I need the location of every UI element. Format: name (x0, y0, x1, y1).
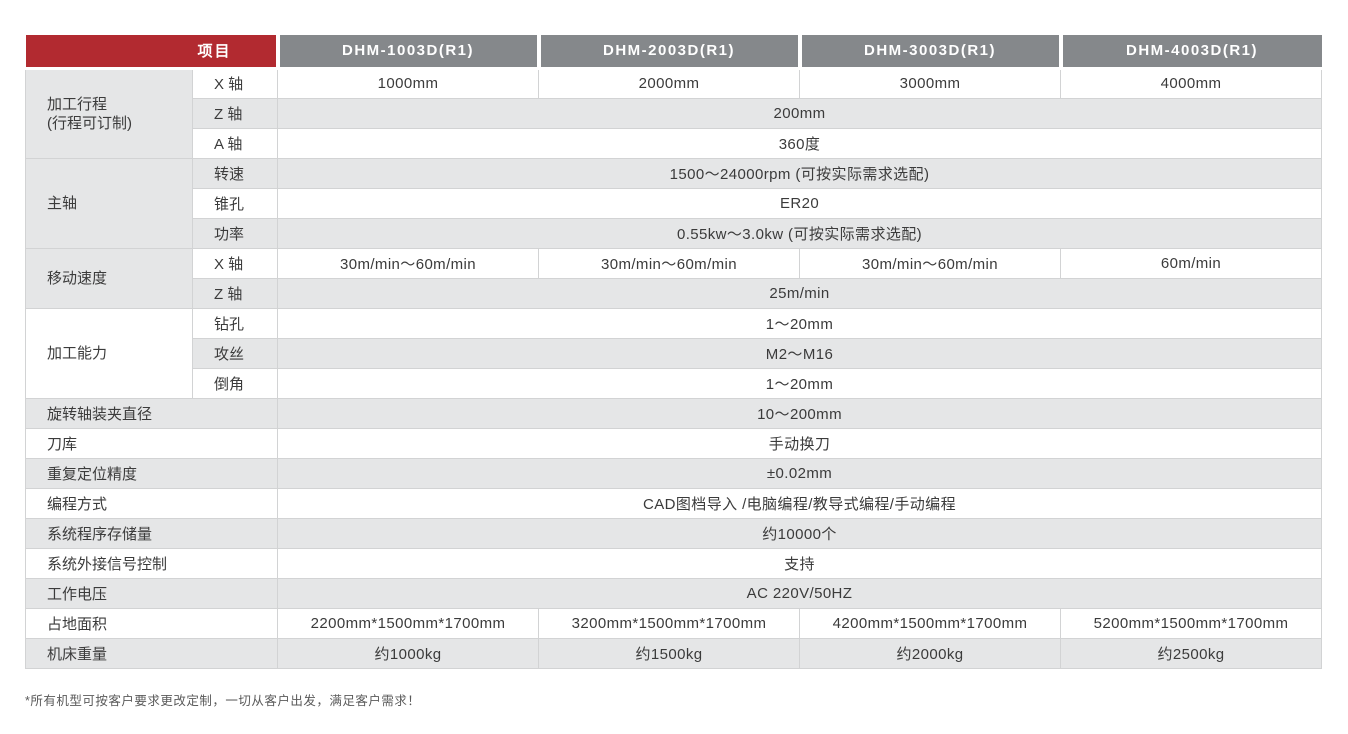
table-row: 重复定位精度 ±0.02mm (24, 457, 1323, 489)
label-cell: 工作电压 (24, 577, 279, 609)
value-cell: 30m/min～60m/min (277, 247, 540, 279)
category-label: 加工行程 (47, 95, 108, 113)
sub-item-cell: Z 轴 (191, 277, 279, 309)
model-column-header-4: DHM-4003D(R1) (1060, 35, 1322, 70)
value-cell: 30m/min～60m/min (799, 247, 1062, 279)
table-row: 加工行程 (行程可订制) X 轴 1000mm 2000mm 3000mm 40… (25, 67, 1323, 159)
merged-value-cell: 25m/min (277, 277, 1323, 309)
merged-value-cell: 约10000个 (277, 517, 1323, 549)
sub-item-cell: A 轴 (191, 127, 279, 159)
label-cell: 刀库 (24, 427, 279, 459)
merged-value-cell: 1～20mm (277, 307, 1323, 339)
category-note: (行程可订制) (47, 114, 132, 132)
merged-value-cell: M2～M16 (277, 337, 1323, 369)
label-cell: 占地面积 (24, 607, 279, 639)
table-row: 系统程序存储量 约10000个 (24, 517, 1323, 549)
machine-spec-table: 项目 DHM-1003D(R1) DHM-2003D(R1) DHM-3003D… (24, 35, 1323, 669)
label-cell: 编程方式 (24, 487, 279, 519)
value-cell: 约1000kg (277, 637, 540, 669)
value-cell: 3200mm*1500mm*1700mm (538, 607, 801, 639)
merged-value-cell: AC 220V/50HZ (277, 577, 1323, 609)
value-cell: 约1500kg (538, 637, 801, 669)
header-row: 项目 DHM-1003D(R1) DHM-2003D(R1) DHM-3003D… (25, 35, 1322, 70)
label-cell: 旋转轴装夹直径 (24, 397, 279, 429)
sub-item-cell: X 轴 (191, 247, 279, 279)
table-row: 机床重量 约1000kg 约1500kg 约2000kg 约2500kg (24, 637, 1323, 669)
sub-item-cell: Z 轴 (191, 97, 279, 129)
value-cell: 3000mm (799, 67, 1062, 99)
table-row: 旋转轴装夹直径 10～200mm (24, 397, 1323, 429)
value-cell: 1000mm (277, 67, 540, 99)
table-row: 功率 0.55kw～3.0kw (可按实际需求选配) (26, 217, 1323, 249)
merged-value-cell: 1～20mm (277, 367, 1323, 399)
table-row: 刀库 手动换刀 (24, 427, 1323, 459)
table-row: 攻丝 M2～M16 (26, 337, 1323, 369)
merged-value-cell: 360度 (277, 127, 1323, 159)
merged-value-cell: 1500～24000rpm (可按实际需求选配) (277, 157, 1323, 189)
category-cell-capability: 加工能力 (25, 307, 193, 399)
sub-item-cell: X 轴 (191, 67, 279, 99)
label-cell: 系统程序存储量 (24, 517, 279, 549)
sub-item-cell: 倒角 (191, 367, 279, 399)
merged-value-cell: ±0.02mm (277, 457, 1323, 489)
model-column-header-1: DHM-1003D(R1) (277, 35, 541, 70)
label-cell: 重复定位精度 (24, 457, 279, 489)
value-cell: 30m/min～60m/min (538, 247, 801, 279)
sub-item-cell: 功率 (191, 217, 279, 249)
merged-value-cell: 10～200mm (277, 397, 1323, 429)
value-cell: 4200mm*1500mm*1700mm (799, 607, 1062, 639)
merged-value-cell: 200mm (277, 97, 1323, 129)
value-cell: 2000mm (538, 67, 801, 99)
table-row: 占地面积 2200mm*1500mm*1700mm 3200mm*1500mm*… (24, 607, 1323, 639)
value-cell: 4000mm (1060, 67, 1323, 99)
sub-item-cell: 锥孔 (191, 187, 279, 219)
label-cell: 机床重量 (24, 637, 279, 669)
sub-item-cell: 转速 (191, 157, 279, 189)
merged-value-cell: 支持 (277, 547, 1323, 579)
value-cell: 5200mm*1500mm*1700mm (1060, 607, 1323, 639)
table-row: 主轴 转速 1500～24000rpm (可按实际需求选配) (25, 157, 1323, 249)
footnote: *所有机型可按客户要求更改定制，一切从客户出发，满足客户需求！ (25, 694, 421, 708)
merged-value-cell: 手动换刀 (277, 427, 1323, 459)
model-column-header-2: DHM-2003D(R1) (538, 35, 802, 70)
merged-value-cell: CAD图档导入 /电脑编程/教导式编程/手动编程 (277, 487, 1323, 519)
value-cell: 60m/min (1060, 247, 1323, 279)
label-cell: 系统外接信号控制 (24, 547, 279, 579)
table-row: 编程方式 CAD图档导入 /电脑编程/教导式编程/手动编程 (24, 487, 1323, 519)
item-column-header: 项目 (25, 35, 280, 70)
value-cell: 2200mm*1500mm*1700mm (277, 607, 540, 639)
category-cell-travel: 加工行程 (行程可订制) (25, 67, 193, 159)
merged-value-cell: ER20 (277, 187, 1323, 219)
category-cell-spindle: 主轴 (25, 157, 193, 249)
table-row: 工作电压 AC 220V/50HZ (24, 577, 1323, 609)
table-row: 锥孔 ER20 (26, 187, 1323, 219)
merged-value-cell: 0.55kw～3.0kw (可按实际需求选配) (277, 217, 1323, 249)
value-cell: 约2500kg (1060, 637, 1323, 669)
table-row: Z 轴 25m/min (26, 277, 1323, 309)
table-row: Z 轴 200mm (26, 97, 1323, 129)
model-column-header-3: DHM-3003D(R1) (799, 35, 1063, 70)
table-row: 系统外接信号控制 支持 (24, 547, 1323, 579)
sub-item-cell: 攻丝 (191, 337, 279, 369)
sub-item-cell: 钻孔 (191, 307, 279, 339)
table-row: 加工能力 钻孔 1～20mm (25, 307, 1323, 399)
table-row: A 轴 360度 (26, 127, 1323, 159)
value-cell: 约2000kg (799, 637, 1062, 669)
category-cell-speed: 移动速度 (25, 247, 193, 309)
table-row: 移动速度 X 轴 30m/min～60m/min 30m/min～60m/min… (25, 247, 1323, 309)
table-row: 倒角 1～20mm (26, 367, 1323, 399)
